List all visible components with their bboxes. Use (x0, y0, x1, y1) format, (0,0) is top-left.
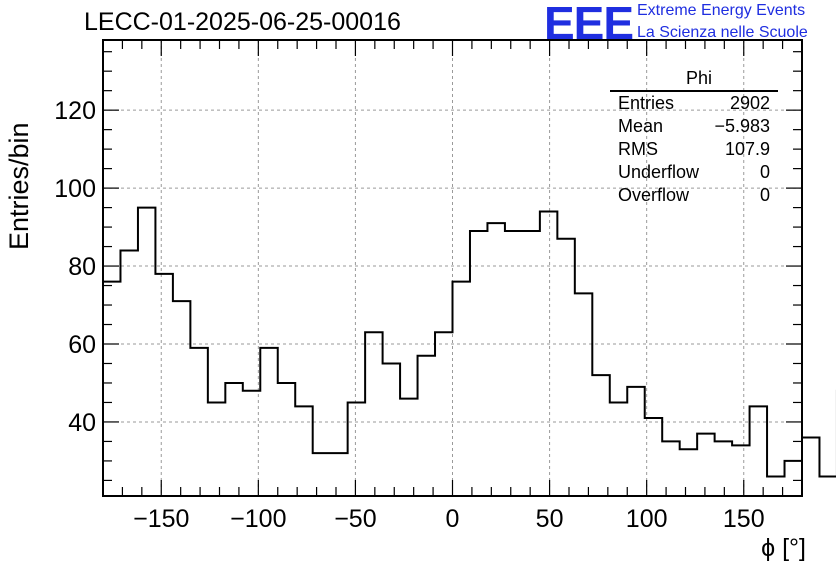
stats-label: Entries (618, 93, 675, 113)
stats-row-mean: Mean −5.983 (610, 115, 778, 138)
histogram-bin (575, 293, 592, 496)
histogram-bin (138, 208, 155, 496)
x-tick-label: −50 (334, 505, 376, 533)
histogram-bin (505, 231, 522, 496)
histogram-bin (767, 477, 784, 496)
stats-value: 2902 (729, 93, 770, 113)
y-tick-label: 100 (54, 175, 96, 203)
stats-box: Phi Entries 2902 Mean −5.983 RMS 107.9 U… (610, 68, 778, 207)
histogram-bin (173, 301, 190, 496)
histogram-bin (715, 441, 732, 496)
histogram-bin (260, 348, 277, 496)
histogram-bin (278, 383, 295, 496)
plot-title: LECC-01-2025-06-25-00016 (84, 8, 401, 36)
histogram-bin (697, 434, 714, 496)
histogram-bin (662, 441, 679, 496)
x-tick-label: 150 (723, 505, 765, 533)
histogram-bin (592, 375, 609, 496)
histogram-bin (365, 332, 382, 496)
stats-row-overflow: Overflow 0 (610, 184, 778, 207)
stats-row-entries: Entries 2902 (610, 92, 778, 115)
histogram-bin (400, 399, 417, 496)
histogram-bin (243, 391, 260, 496)
y-tick-label: 80 (68, 253, 96, 281)
stats-title: Phi (610, 68, 778, 92)
histogram-bin (190, 348, 207, 496)
histogram-bin (732, 445, 749, 496)
histogram-bin (103, 282, 120, 496)
x-tick-label: −150 (133, 505, 189, 533)
histogram-bin (295, 406, 312, 496)
stats-label: RMS (618, 139, 658, 159)
histogram-bin (453, 282, 470, 496)
stats-label: Overflow (618, 185, 690, 205)
histogram-bin (383, 363, 400, 496)
histogram-bin (802, 438, 819, 496)
histogram-bin (645, 418, 662, 496)
histogram-bin (680, 449, 697, 496)
histogram-bin (313, 453, 330, 496)
y-tick-label: 120 (54, 97, 96, 125)
histogram-bin (418, 356, 435, 496)
x-tick-label: 50 (536, 505, 564, 533)
logo-text-line2: La Scienza nelle Scuole (637, 24, 808, 41)
stats-value: 0 (759, 162, 770, 182)
histogram-bin (330, 453, 347, 496)
logo-text-line1: Extreme Energy Events (637, 2, 806, 19)
histogram-bin (819, 477, 836, 496)
histogram-bin (785, 461, 802, 496)
stats-value: 0 (759, 185, 770, 205)
x-axis-label: ϕ [°] (761, 534, 806, 562)
histogram-bin (435, 332, 452, 496)
stats-label: Underflow (618, 162, 700, 182)
histogram-line (103, 206, 836, 478)
histogram-bin (120, 250, 137, 496)
histogram-bin (610, 402, 627, 496)
histogram-bin (540, 211, 557, 496)
histogram-bin (627, 387, 644, 496)
histogram-bin (348, 402, 365, 496)
plot-frame (102, 39, 803, 497)
eee-logo: EEE (544, 0, 634, 49)
x-tick-label: 100 (626, 505, 668, 533)
y-tick-label: 40 (68, 409, 96, 437)
stats-value: −5.983 (714, 116, 770, 136)
y-axis-label: Entries/bin (4, 122, 34, 250)
histogram-bin (557, 239, 574, 496)
stats-value: 107.9 (724, 139, 770, 159)
histogram-bin (470, 231, 487, 496)
histogram-bin (155, 274, 172, 496)
histogram-bin (522, 231, 539, 496)
stats-row-underflow: Underflow 0 (610, 161, 778, 184)
x-tick-label: −100 (230, 505, 286, 533)
histogram-bin (487, 223, 504, 496)
x-tick-label: 0 (446, 505, 460, 533)
histogram-bin (225, 383, 242, 496)
stats-label: Mean (618, 116, 664, 136)
histogram-bin (208, 402, 225, 496)
histogram-bin (750, 406, 767, 496)
y-tick-label: 60 (68, 331, 96, 359)
stats-row-rms: RMS 107.9 (610, 138, 778, 161)
